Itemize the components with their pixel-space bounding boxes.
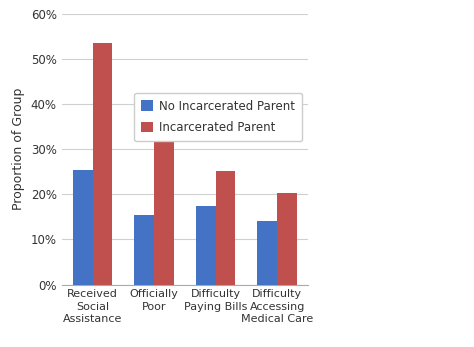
Bar bbox=[73, 169, 92, 285]
Bar bbox=[196, 205, 216, 285]
Bar bbox=[277, 193, 297, 285]
Bar bbox=[135, 214, 154, 285]
Bar bbox=[154, 140, 174, 285]
Bar bbox=[92, 43, 112, 285]
Y-axis label: Proportion of Group: Proportion of Group bbox=[12, 88, 25, 210]
Bar bbox=[257, 221, 277, 285]
Legend: No Incarcerated Parent, Incarcerated Parent: No Incarcerated Parent, Incarcerated Par… bbox=[134, 93, 302, 141]
Bar bbox=[216, 171, 235, 285]
